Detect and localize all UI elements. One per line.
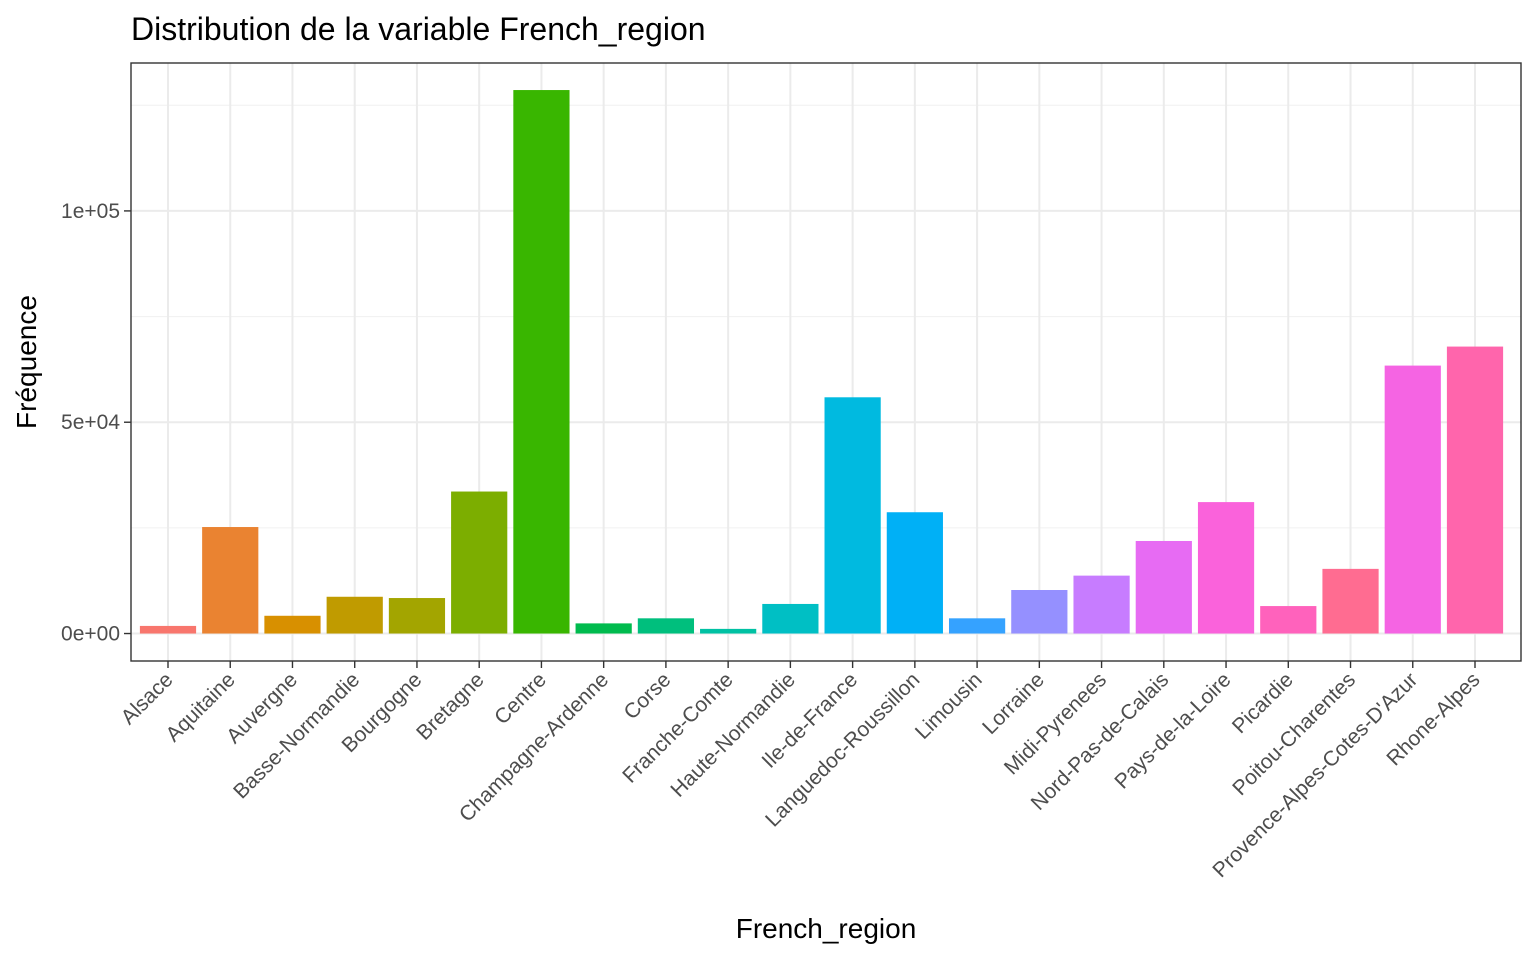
y-tick-label: 5e+04 [61,411,120,434]
bars [139,90,1504,634]
bar-nord-pas-de-calais [1135,540,1192,634]
bar-rhone-alpes [1446,346,1504,634]
chart-title: Distribution de la variable French_regio… [131,11,706,47]
y-tick-label: 1e+05 [61,200,120,223]
x-axis-title: French_region [736,913,917,944]
bar-corse [637,618,695,634]
bar-bourgogne [388,598,446,634]
bar-languedoc-roussillon [886,512,943,634]
x-tick-label: Corse [620,668,676,724]
y-axis-title: Fréquence [11,295,42,429]
bar-provence-alpes-cotes-d-azur [1384,365,1441,634]
bar-haute-normandie [762,603,819,634]
bar-aquitaine [202,527,259,634]
bar-auvergne [264,615,321,634]
bar-lorraine [1011,590,1068,634]
x-tick-label: Bretagne [412,668,489,745]
x-tick-label: Centre [490,668,551,729]
x-tick-label: Pays-de-la-Loire [1110,668,1235,793]
bar-bretagne [451,491,508,634]
bar-poitou-charentes [1322,568,1379,634]
bar-limousin [948,618,1006,634]
bar-franche-comte [700,628,757,634]
bar-picardie [1260,606,1317,634]
y-axis: 0e+00 5e+04 1e+05 [61,200,131,646]
bar-midi-pyrenees [1073,575,1130,634]
y-tick-label: 0e+00 [61,623,120,646]
x-tick-label: Limousin [911,668,987,744]
x-tick-label: Alsace [117,668,178,729]
bar-champagne-ardenne [575,623,632,634]
x-tick-label: Franche-Comte [618,668,737,787]
bar-pays-de-la-loire [1197,502,1255,634]
bar-alsace [139,625,197,634]
bar-ile-de-france [824,397,881,634]
bar-basse-normandie [326,596,383,634]
plot-border [130,62,1522,662]
x-axis: AlsaceAquitaineAuvergneBasse-NormandieBo… [117,661,1485,882]
bar-centre [513,90,570,634]
